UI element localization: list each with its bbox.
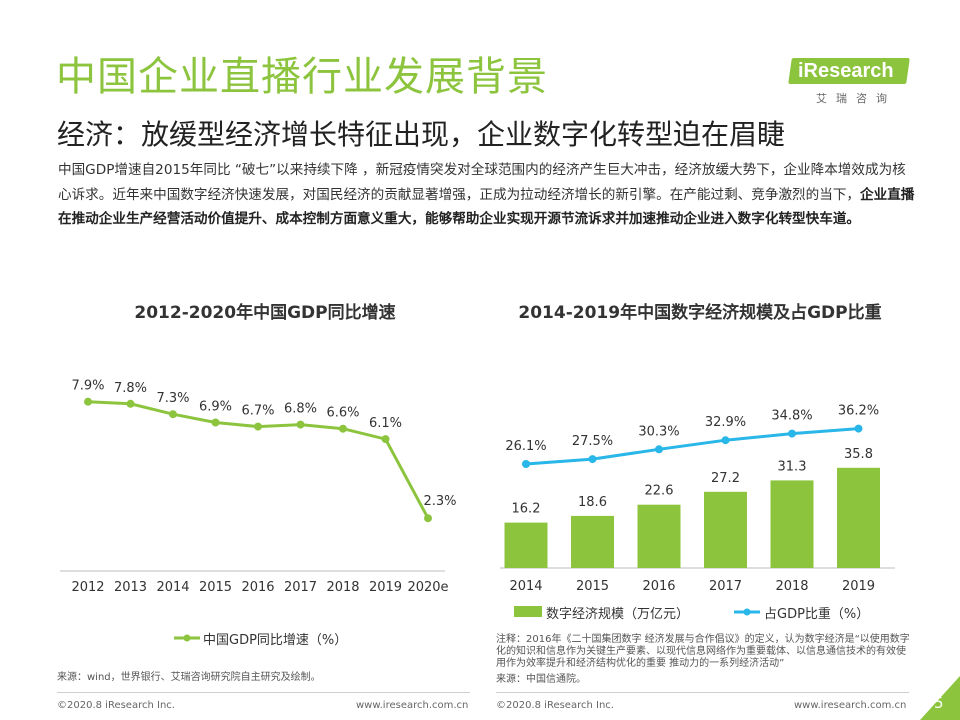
gdp-share-label: 36.2% xyxy=(838,404,879,419)
gdp-data-label: 7.9% xyxy=(71,379,104,394)
page-title: 中国企业直播行业发展背景 xyxy=(56,54,548,100)
bar-value-label: 35.8 xyxy=(844,447,873,462)
footer-copyright-right: ©2020.8 iResearch Inc. xyxy=(496,700,614,711)
gdp-tick-label: 2019 xyxy=(369,580,402,595)
gdp-legend-marker xyxy=(174,634,200,642)
digital-legend: 数字经济规模（万亿元） 占GDP比重（%） xyxy=(514,602,914,622)
gdp-data-label: 7.3% xyxy=(156,391,189,406)
gdp-point xyxy=(126,399,135,408)
gdp-point xyxy=(381,435,390,444)
intro-text: 中国GDP增速自2015年同比 “破七”以来持续下降 ，新冠疫情突发对全球范围内… xyxy=(58,162,906,203)
page-subtitle: 经济：放缓型经济增长特征出现，企业数字化转型迫在眉睫 xyxy=(57,118,786,151)
logo-subtext: 艾瑞咨询 xyxy=(816,92,896,105)
gdp-point xyxy=(169,410,177,419)
gdp-share-point xyxy=(655,445,663,454)
bar-value-label: 16.2 xyxy=(512,502,541,517)
digital-bar xyxy=(504,522,548,568)
footer-url-right: www.iresearch.com.cn xyxy=(794,700,907,711)
gdp-share-label: 26.1% xyxy=(505,439,546,454)
gdp-data-label: 6.8% xyxy=(284,402,317,417)
gdp-data-label: 6.7% xyxy=(241,404,274,419)
gdp-tick-label: 2016 xyxy=(241,580,274,595)
bar-legend-swatch xyxy=(514,606,542,617)
line-legend-label: 占GDP比重（%） xyxy=(764,607,870,622)
gdp-point xyxy=(211,418,220,427)
intro-paragraph: 中国GDP增速自2015年同比 “破七”以来持续下降 ，新冠疫情突发对全球范围内… xyxy=(58,158,918,232)
bar-value-label: 31.3 xyxy=(778,459,807,474)
footer-copyright-left: ©2020.8 iResearch Inc. xyxy=(57,700,175,711)
gdp-tick-label: 2012 xyxy=(71,580,104,595)
intro-emphasis: 企业直播在推动企业生产经营活动价值提升、成本控制方面意义重大，能够帮助企业实现开… xyxy=(58,186,915,228)
gdp-share-label: 27.5% xyxy=(572,434,613,449)
digital-economy-chart: 16.2 18.6 22.6 27.2 31.3 35.8 26.1% 27.5% 30.3% 3… xyxy=(500,404,895,594)
bar-legend-label: 数字经济规模（万亿元） xyxy=(546,607,690,622)
footer-divider-left xyxy=(57,692,470,693)
left-source: 来源：wind，世界银行、艾瑞咨询研究院自主研究及绘制。 xyxy=(57,672,321,683)
gdp-point xyxy=(339,424,347,433)
right-note: 注释：2016年《二十国集团数字 经济发展与合作倡议》的定义，认为数字经济是“以… xyxy=(496,634,910,669)
page-corner-badge xyxy=(920,676,960,720)
digital-tick-label: 2018 xyxy=(775,579,808,594)
bar-value-label: 18.6 xyxy=(578,495,607,510)
gdp-data-label: 6.9% xyxy=(199,400,232,415)
gdp-chart-title: 2012-2020年中国GDP同比增速 xyxy=(134,303,396,323)
gdp-data-label: 6.6% xyxy=(326,406,359,421)
gdp-data-label: 7.8% xyxy=(114,381,147,396)
gdp-tick-label: 2014 xyxy=(156,580,189,595)
digital-tick-label: 2016 xyxy=(642,579,675,594)
gdp-share-label: 34.8% xyxy=(771,409,812,424)
gdp-share-label: 32.9% xyxy=(705,415,746,430)
digital-bar xyxy=(637,504,681,568)
brand-logo: iResearch 艾瑞咨询 xyxy=(788,58,910,108)
digital-tick-label: 2017 xyxy=(709,579,742,594)
page-number: 5 xyxy=(934,694,944,712)
bar-value-label: 27.2 xyxy=(711,471,740,486)
gdp-data-label: 2.3% xyxy=(423,494,456,509)
gdp-tick-label: 2015 xyxy=(199,580,232,595)
gdp-share-point xyxy=(788,429,796,438)
footer-url-left: www.iresearch.com.cn xyxy=(356,700,469,711)
gdp-point xyxy=(296,420,305,429)
gdp-share-point xyxy=(854,424,863,433)
footer-divider-right xyxy=(496,692,909,693)
gdp-point xyxy=(254,422,262,431)
digital-tick-label: 2014 xyxy=(509,579,542,594)
right-source: 来源：中国信通院。 xyxy=(496,674,586,685)
gdp-point xyxy=(84,397,92,406)
gdp-legend: 中国GDP同比增速（%） xyxy=(172,628,392,648)
line-legend-marker xyxy=(734,608,760,616)
digital-bar xyxy=(704,491,747,568)
gdp-share-point xyxy=(522,460,530,468)
gdp-tick-label: 2013 xyxy=(114,580,147,595)
gdp-data-label: 6.1% xyxy=(369,416,402,431)
digital-chart-title: 2014-2019年中国数字经济规模及占GDP比重 xyxy=(518,303,882,323)
digital-bar xyxy=(571,515,614,568)
gdp-share-point xyxy=(721,436,730,445)
digital-bar xyxy=(770,480,814,568)
digital-tick-label: 2019 xyxy=(842,579,875,594)
gdp-share-point xyxy=(588,455,597,464)
logo-text: iResearch xyxy=(798,60,894,82)
bar-value-label: 22.6 xyxy=(645,484,674,499)
digital-bar xyxy=(837,467,880,568)
gdp-point xyxy=(424,514,432,523)
gdp-line-chart: 7.9% 7.8% 7.3% 6.9% 6.7% 6.8% 6.6% 6.1% 2.3% 2012… xyxy=(60,379,457,595)
digital-tick-label: 2015 xyxy=(576,579,609,594)
gdp-tick-label: 2017 xyxy=(284,580,317,595)
gdp-share-line xyxy=(525,427,859,466)
gdp-tick-label: 2018 xyxy=(326,580,359,595)
gdp-tick-label: 2020e xyxy=(407,580,448,595)
gdp-share-label: 30.3% xyxy=(638,424,679,439)
gdp-legend-label: 中国GDP同比增速（%） xyxy=(203,633,348,648)
